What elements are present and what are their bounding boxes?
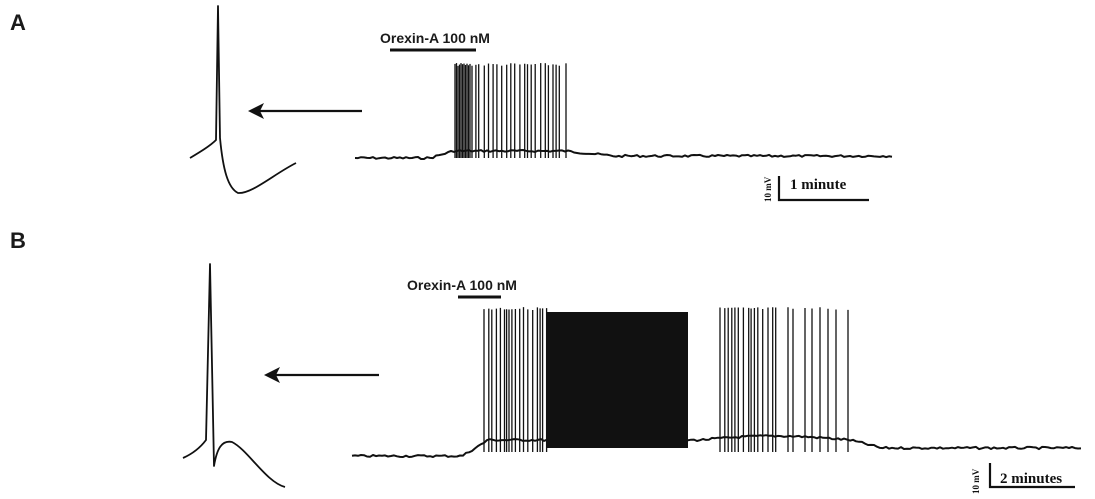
panel-b-letter: B — [10, 228, 26, 253]
panel-a-scale-voltage: 10 mV — [763, 176, 773, 202]
panel-a-scale-time: 1 minute — [790, 177, 847, 193]
panel-a-letter: A — [10, 10, 26, 35]
panel-b: B Orexin-A 100 nM 2 minutes 10 mV — [10, 228, 1082, 494]
panel-b-spike-train — [483, 307, 849, 452]
left-arrow-icon — [264, 367, 379, 383]
panel-a-scale-bar: 1 minute 10 mV — [763, 176, 869, 202]
left-arrow-icon — [248, 103, 362, 119]
panel-b-trace — [351, 434, 1082, 458]
panel-b-tonic-firing — [547, 312, 688, 448]
panel-b-drug-label: Orexin-A 100 nM — [407, 277, 517, 293]
panel-b-scale-time: 2 minutes — [1000, 471, 1062, 487]
panel-a-action-potential — [189, 5, 297, 194]
panel-a-spike-train — [454, 63, 567, 158]
panel-a: A Orexin-A 100 nM 1 minute 10 mV — [10, 5, 893, 202]
panel-b-action-potential — [182, 263, 286, 488]
panel-a-drug-label: Orexin-A 100 nM — [380, 30, 490, 46]
panel-b-scale-voltage: 10 mV — [971, 468, 981, 494]
panel-a-trace — [354, 149, 893, 160]
panel-b-scale-bar: 2 minutes 10 mV — [971, 463, 1075, 494]
